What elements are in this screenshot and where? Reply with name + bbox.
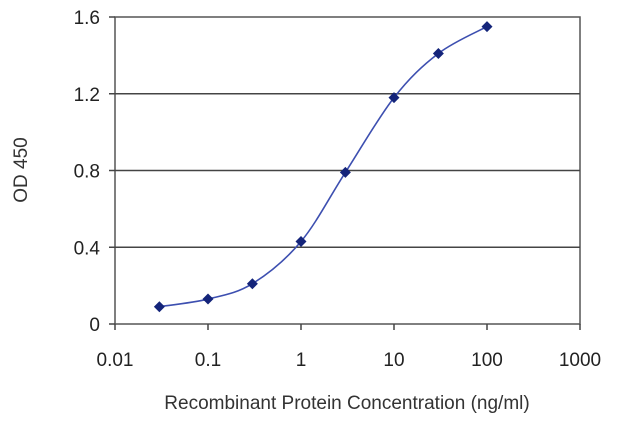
x-axis-ticks: 0.01 0.1 1 10 100 1000 <box>97 324 601 371</box>
data-point <box>295 235 307 247</box>
y-tick-label: 1.2 <box>74 85 100 106</box>
y-tick-label: 0.4 <box>74 238 101 259</box>
data-point <box>153 301 165 313</box>
x-axis-title: Recombinant Protein Concentration (ng/ml… <box>164 393 529 414</box>
y-axis-title: OD 450 <box>11 137 32 202</box>
series-line <box>159 25 488 308</box>
series-group <box>153 21 493 313</box>
x-tick-label: 1 <box>296 350 307 371</box>
data-point <box>339 166 351 178</box>
data-point <box>481 21 493 33</box>
y-tick-label: 0.8 <box>74 162 100 183</box>
x-tick-label: 10 <box>383 350 404 371</box>
data-point <box>246 278 258 290</box>
y-axis-ticks: 0 0.4 0.8 1.2 1.6 <box>74 8 115 336</box>
x-tick-label: 100 <box>471 350 503 371</box>
y-tick-label: 1.6 <box>74 8 100 29</box>
x-tick-label: 1000 <box>559 350 601 371</box>
data-point <box>432 47 444 59</box>
x-tick-label: 0.1 <box>195 350 221 371</box>
y-tick-label: 0 <box>89 315 100 336</box>
x-tick-label: 0.01 <box>97 350 134 371</box>
data-point <box>388 92 400 104</box>
data-point <box>202 293 214 305</box>
